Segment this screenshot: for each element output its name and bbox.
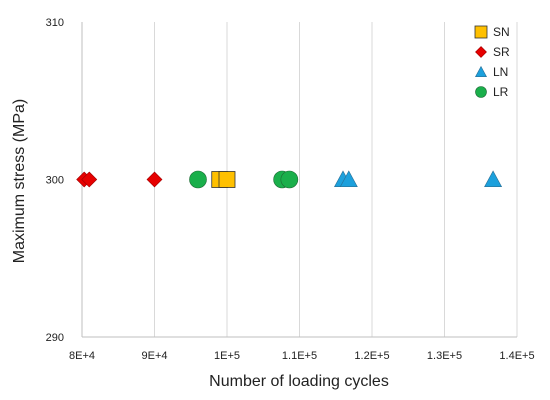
x-tick-label-1: 9E+4 [142,350,168,362]
x-tick-label-6: 1.4E+5 [499,350,534,362]
x-tick-label-4: 1.2E+5 [354,350,389,362]
legend-label-ln: LN [493,65,508,79]
x-tick-labels: 8E+4 9E+4 1E+5 1.1E+5 1.2E+5 1.3E+5 1.4E+5 [69,350,535,362]
x-axis-title: Number of loading cycles [209,373,389,390]
point-sr-1 [81,171,98,188]
point-sn-1 [218,171,236,188]
legend-marker-ln [474,65,488,77]
point-ln-2 [484,170,503,188]
legend-label-lr: LR [493,85,509,99]
point-sr-2 [146,171,163,188]
gridlines [154,22,518,337]
point-lr-2 [280,170,299,189]
point-lr-0 [189,170,207,189]
point-ln-1 [339,170,358,188]
legend-marker-sn [474,25,488,39]
y-tick-labels: 290 300 310 [46,17,64,344]
legend-marker-lr [475,86,487,98]
y-tick-label-0: 290 [46,332,64,344]
x-tick-label-5: 1.3E+5 [427,350,462,362]
data-points [76,170,503,189]
y-tick-label-2: 310 [46,17,64,29]
y-axis-title: Maximum stress (MPa) [11,99,28,263]
y-tick-label-1: 300 [46,175,64,187]
legend-label-sn: SN [493,25,510,39]
legend-label-sr: SR [493,45,510,59]
x-tick-label-0: 8E+4 [69,350,95,362]
x-tick-label-3: 1.1E+5 [282,350,317,362]
legend-marker-sr [475,46,487,58]
x-tick-label-2: 1E+5 [214,350,240,362]
legend: SN SR LN LR [474,25,510,99]
